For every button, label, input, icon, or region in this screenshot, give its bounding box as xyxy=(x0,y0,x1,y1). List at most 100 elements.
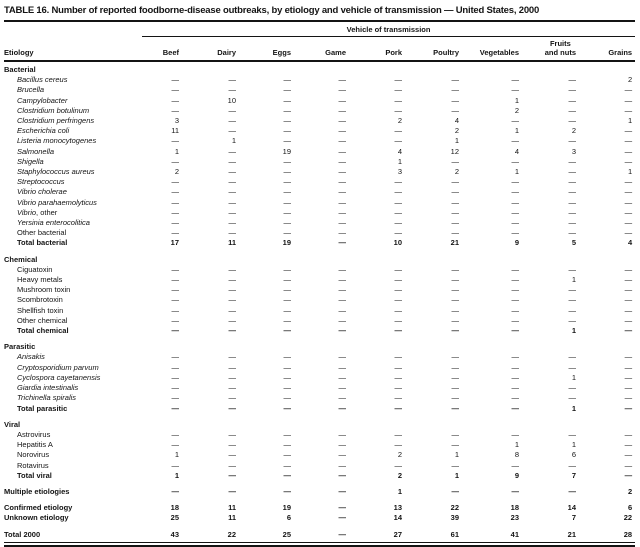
row-label: Ciguatoxin xyxy=(17,264,53,274)
value-cell: — xyxy=(451,105,460,115)
value-cell: — xyxy=(338,116,347,126)
value-cell: — xyxy=(451,486,460,496)
row-label: Multiple etiologies xyxy=(4,486,70,496)
value-cell: — xyxy=(511,352,520,362)
value-cell: — xyxy=(451,403,460,413)
value-cell: — xyxy=(568,167,577,177)
value-cell: — xyxy=(228,156,237,166)
row-label: Other chemical xyxy=(17,315,68,325)
row-label: Total viral xyxy=(17,470,52,480)
table-row: Vibrio, other — — — — — — — — — xyxy=(4,208,635,218)
value-cell: 3 xyxy=(174,116,179,126)
value-cell: — xyxy=(451,156,460,166)
value-cell: — xyxy=(283,187,292,197)
value-cell xyxy=(349,336,405,352)
value-cell: — xyxy=(228,167,237,177)
value-cell: — xyxy=(624,450,633,460)
value-cell: 1 xyxy=(397,486,402,496)
column-header: Grains xyxy=(579,36,636,62)
value-cell: — xyxy=(338,85,347,95)
value-cell: — xyxy=(338,264,347,274)
row-label: Astrovirus xyxy=(17,429,51,439)
value-cell xyxy=(182,249,239,265)
column-header: Poultry xyxy=(405,36,462,62)
value-cell: — xyxy=(171,285,180,295)
row-label: Salmonella xyxy=(17,146,55,156)
value-cell: — xyxy=(228,218,237,228)
value-cell: — xyxy=(228,460,237,470)
table-row: Vibrio parahaemolyticus — — — — — — — — — xyxy=(4,198,635,208)
value-cell: — xyxy=(568,460,577,470)
value-cell: — xyxy=(338,95,347,105)
value-cell: — xyxy=(394,105,403,115)
value-cell xyxy=(579,249,635,265)
value-cell: — xyxy=(511,85,520,95)
value-cell: — xyxy=(511,326,520,336)
value-cell xyxy=(349,61,405,75)
value-cell: 11 xyxy=(228,238,236,248)
column-header-row: Etiology Beef Dairy Eggs Game Pork Poultry Veg… xyxy=(4,36,636,62)
value-cell: — xyxy=(228,116,237,126)
value-cell: — xyxy=(624,228,633,238)
value-cell xyxy=(462,414,522,430)
value-cell: 19 xyxy=(282,503,291,513)
value-cell: 2 xyxy=(571,126,576,136)
value-cell: — xyxy=(451,305,460,315)
value-cell: 1 xyxy=(231,136,236,146)
value-cell: — xyxy=(228,326,237,336)
value-cell: — xyxy=(283,136,292,146)
value-cell: — xyxy=(171,156,180,166)
table-row: Bacillus cereus — — — — — — — — 2 xyxy=(4,75,635,85)
value-cell: — xyxy=(283,275,292,285)
value-cell: — xyxy=(228,315,237,325)
table-row: Heavy metals — — — — — — — 1 — xyxy=(4,275,635,285)
value-cell: 19 xyxy=(282,146,291,156)
value-cell xyxy=(142,414,182,430)
value-cell: — xyxy=(624,383,633,393)
value-cell: — xyxy=(394,285,403,295)
value-cell: — xyxy=(451,228,460,238)
value-cell: — xyxy=(624,207,633,217)
value-cell: — xyxy=(338,156,347,166)
value-cell: — xyxy=(568,285,577,295)
value-cell: — xyxy=(568,315,577,325)
value-cell: — xyxy=(283,167,292,177)
value-cell: — xyxy=(228,275,237,285)
value-cell: 10 xyxy=(227,95,236,105)
value-cell: — xyxy=(451,326,460,336)
column-header: Beef xyxy=(142,36,182,62)
value-cell: — xyxy=(624,105,633,115)
value-cell: 2 xyxy=(174,167,179,177)
value-cell: — xyxy=(511,75,520,85)
value-cell: — xyxy=(283,470,292,480)
value-cell: — xyxy=(338,75,347,85)
value-cell: — xyxy=(228,295,237,305)
value-cell: — xyxy=(171,486,180,496)
value-cell xyxy=(462,336,522,352)
value-cell: — xyxy=(171,326,180,336)
value-cell: — xyxy=(511,315,520,325)
value-cell: — xyxy=(624,156,633,166)
section-row: Viral xyxy=(4,414,635,430)
row-label: Vibrio, other xyxy=(17,207,58,217)
value-cell: 2 xyxy=(397,470,402,480)
value-cell: — xyxy=(283,450,292,460)
value-cell: 9 xyxy=(514,470,519,480)
value-cell: — xyxy=(338,167,347,177)
value-cell: 18 xyxy=(510,503,519,513)
value-cell: — xyxy=(451,177,460,187)
row-label: Scombrotoxin xyxy=(17,295,63,305)
column-header: Fruits and nuts xyxy=(522,36,579,62)
value-cell: 1 xyxy=(571,275,576,285)
value-cell: 6 xyxy=(286,513,291,523)
value-cell: — xyxy=(338,136,347,146)
row-label: Trichinella spiralis xyxy=(17,393,77,403)
row-label: Rotavirus xyxy=(17,460,49,470)
value-cell: — xyxy=(338,429,347,439)
value-cell: — xyxy=(338,228,347,238)
value-cell: — xyxy=(568,177,577,187)
value-cell: — xyxy=(568,429,577,439)
value-cell: — xyxy=(171,218,180,228)
value-cell: — xyxy=(511,177,520,187)
row-label: Bacillus cereus xyxy=(17,75,68,85)
